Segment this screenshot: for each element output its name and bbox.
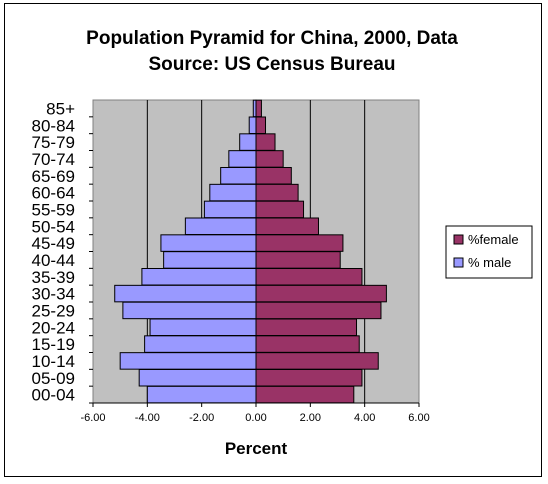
bar-male-60-64: [209, 183, 257, 202]
y-category-label: 65-69: [32, 167, 75, 186]
y-category-label: 55-59: [32, 200, 75, 219]
bar-male-40-44: [163, 251, 257, 269]
bar-female-30-34: [255, 284, 387, 303]
bar-male-35-39: [141, 268, 257, 286]
legend-swatch-male: [453, 257, 464, 268]
y-category-label: 85+: [46, 99, 75, 118]
bar-female-65-69: [255, 167, 292, 185]
x-tick-labels: -6.00 -4.00 -2.00 0.00 2.00 4.00 6.00: [80, 412, 429, 424]
bar-male-00-04: [146, 385, 257, 404]
y-category-label: 00-04: [32, 386, 75, 405]
bar-male-55-59: [203, 200, 257, 219]
bar-male-15-19: [144, 335, 257, 353]
y-category-label: 35-39: [32, 268, 75, 287]
bar-female-45-49: [255, 234, 344, 252]
bar-male-20-24: [149, 318, 257, 336]
bar-male-05-09: [138, 369, 257, 387]
bar-female-55-59: [255, 200, 305, 219]
bar-female-35-39: [255, 268, 363, 286]
y-category-label: 20-24: [32, 318, 75, 337]
legend: %female % male: [445, 225, 533, 279]
y-category-label: 05-09: [32, 369, 75, 388]
bar-male-70-74: [228, 150, 257, 168]
x-tick-label: 6.00: [408, 412, 429, 424]
y-category-label: 75-79: [32, 133, 75, 152]
chart-title-line-2: Source: US Census Bureau: [148, 54, 395, 75]
bar-female-50-54: [255, 217, 319, 235]
bar-female-10-14: [255, 352, 379, 370]
bar-female-05-09: [255, 369, 363, 387]
chart-title-line-1: Population Pyramid for China, 2000, Data: [86, 28, 458, 49]
y-category-label: 10-14: [32, 352, 75, 371]
y-category-label: 60-64: [32, 184, 75, 203]
bar-female-75-79: [255, 133, 276, 151]
x-tick-label: 2.00: [300, 412, 321, 424]
y-category-label: 80-84: [32, 116, 75, 135]
bar-female-40-44: [255, 251, 341, 269]
x-tick-label: 0.00: [245, 412, 266, 424]
x-tick-label: -4.00: [135, 412, 160, 424]
y-category-labels: 00-0405-0910-1415-1920-2425-2930-3435-39…: [32, 99, 76, 404]
bar-male-30-34: [114, 284, 257, 303]
bar-male-80-84: [248, 116, 257, 134]
legend-swatch-female: [453, 234, 464, 245]
x-axis-title: Percent: [225, 439, 288, 458]
legend-label-male: % male: [468, 255, 511, 270]
bar-female-00-04: [255, 385, 355, 404]
bar-male-50-54: [184, 217, 257, 235]
legend-label-female: %female: [468, 232, 519, 247]
y-category-label: 70-74: [32, 150, 75, 169]
bar-female-80-84: [255, 116, 267, 134]
x-tick-label: -6.00: [80, 412, 105, 424]
bars: [114, 99, 387, 404]
y-category-label: 50-54: [32, 217, 75, 236]
y-category-label: 45-49: [32, 234, 75, 253]
bar-female-20-24: [255, 318, 358, 336]
y-category-label: 30-34: [32, 285, 75, 304]
axes: [89, 100, 420, 407]
bar-male-45-49: [160, 234, 257, 252]
x-tick-label: 4.00: [354, 412, 375, 424]
bar-female-25-29: [255, 301, 382, 320]
bar-male-75-79: [239, 133, 257, 151]
x-tick-label: -2.00: [189, 412, 214, 424]
bar-male-10-14: [119, 352, 257, 370]
bar-male-25-29: [122, 301, 257, 320]
bar-female-85+: [255, 99, 262, 118]
y-category-label: 15-19: [32, 335, 75, 354]
y-category-label: 25-29: [32, 301, 75, 320]
y-category-label: 40-44: [32, 251, 75, 270]
bar-female-15-19: [255, 335, 360, 353]
bar-male-65-69: [220, 167, 257, 185]
bar-female-60-64: [255, 183, 299, 202]
bar-female-70-74: [255, 150, 284, 168]
